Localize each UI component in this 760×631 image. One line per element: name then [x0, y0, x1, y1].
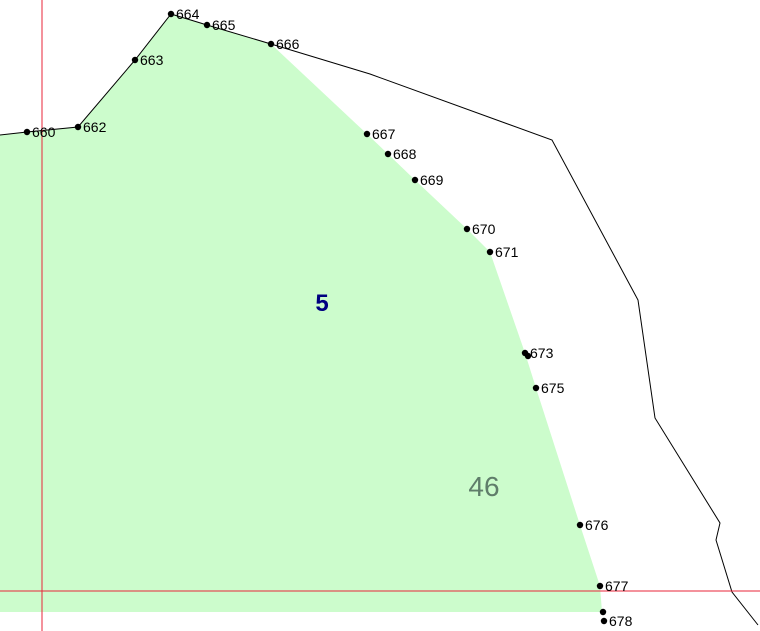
- survey-point-marker[interactable]: [23, 128, 31, 136]
- survey-point-label: 663: [140, 52, 164, 68]
- survey-point-marker[interactable]: [596, 582, 604, 590]
- survey-point-label: 675: [541, 380, 565, 396]
- area-value-label: 46: [468, 471, 499, 502]
- survey-point-marker[interactable]: [486, 248, 494, 256]
- survey-point-label: 665: [212, 17, 236, 33]
- survey-point-marker[interactable]: [363, 130, 371, 138]
- neighboring-boundary-line: [270, 43, 759, 626]
- survey-point-marker[interactable]: [600, 617, 608, 625]
- survey-point-label: 664: [176, 6, 200, 22]
- survey-point-label: 677: [605, 578, 629, 594]
- survey-point-label: 667: [372, 126, 396, 142]
- survey-point-marker[interactable]: [463, 225, 471, 233]
- survey-point-label: 666: [276, 36, 300, 52]
- survey-point-marker[interactable]: [167, 10, 175, 18]
- survey-point-marker[interactable]: [532, 384, 540, 392]
- survey-point-marker[interactable]: [599, 608, 607, 616]
- survey-point-marker[interactable]: [267, 40, 275, 48]
- survey-point-marker[interactable]: [74, 123, 82, 131]
- survey-point-label: 676: [585, 517, 609, 533]
- survey-point-marker[interactable]: [411, 176, 419, 184]
- survey-point-marker[interactable]: [524, 352, 532, 360]
- parcel-polygon[interactable]: [0, 14, 602, 612]
- survey-point-marker[interactable]: [576, 521, 584, 529]
- survey-point-label: 671: [495, 244, 519, 260]
- survey-point-marker[interactable]: [203, 21, 211, 29]
- survey-point-label: 668: [393, 146, 417, 162]
- survey-point-marker[interactable]: [131, 56, 139, 64]
- survey-point-label: 678: [609, 613, 633, 629]
- survey-point-label: 673: [530, 345, 554, 361]
- survey-point-marker[interactable]: [384, 150, 392, 158]
- survey-point-label: 670: [472, 221, 496, 237]
- parcel-number-label: 5: [315, 290, 328, 317]
- survey-point-label: 669: [420, 172, 444, 188]
- survey-point-label: 662: [83, 119, 107, 135]
- survey-point-label: 660: [32, 124, 56, 140]
